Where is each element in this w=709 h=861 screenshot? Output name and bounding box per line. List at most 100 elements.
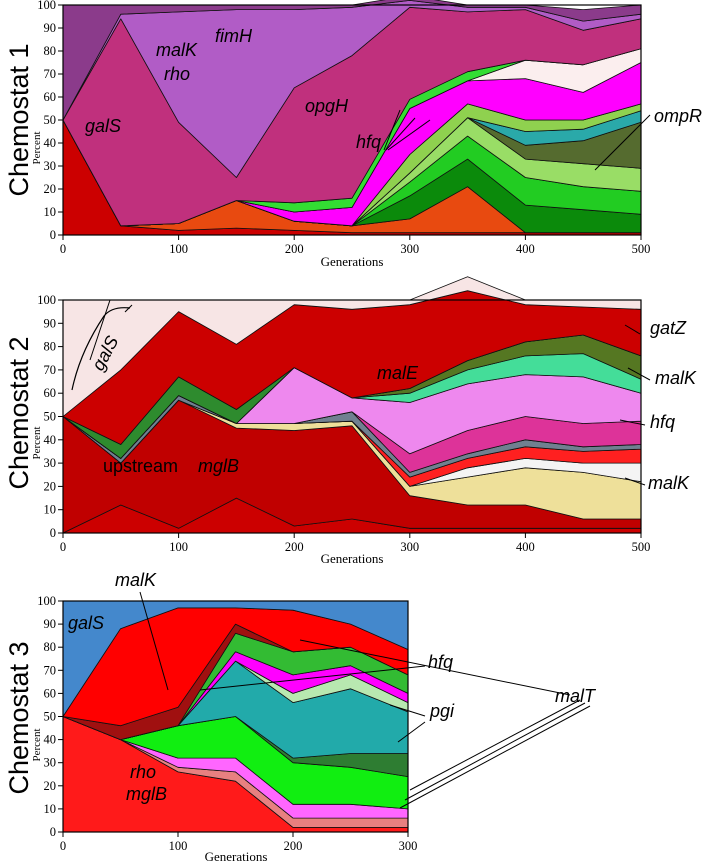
annotation-galS-3: galS	[68, 613, 104, 633]
annotation-opgH: opgH	[305, 96, 349, 116]
y-tick-label-2-30: 30	[44, 456, 57, 470]
y-tick-label-3-40: 40	[44, 733, 57, 747]
y-tick-label-3-0: 0	[50, 825, 56, 839]
leader-line-6	[124, 304, 133, 313]
y-tick-label-1-40: 40	[44, 136, 57, 150]
x-axis-label-1: Generations	[321, 254, 384, 269]
x-axis-label-3: Generations	[205, 849, 268, 861]
leader-line-11	[139, 591, 169, 691]
y-tick-label-1-100: 100	[37, 0, 56, 12]
leader-line-8	[627, 367, 651, 381]
leader-line-14	[397, 721, 426, 743]
annotation-rho-3: rho	[130, 762, 156, 782]
panel-title-3: Chemostat 3	[4, 641, 34, 794]
annotation-malK-lower: malK	[648, 473, 690, 493]
leader-line-18	[299, 639, 571, 696]
leader-line-5	[89, 299, 111, 361]
x-tick-label-1-0: 0	[60, 242, 66, 256]
annotation-mglB-3: mglB	[126, 784, 167, 804]
y-tick-label-1-80: 80	[44, 44, 57, 58]
y-tick-label-2-70: 70	[44, 363, 57, 377]
leader-line-16	[404, 702, 586, 801]
axes-2: 0 10 20 30 40 50 60 70 80 90 100 0 100 200 300 400 500	[37, 293, 650, 554]
y-tick-label-1-60: 60	[44, 90, 57, 104]
y-tick-label-1-30: 30	[44, 159, 57, 173]
annotation-pgi: pgi	[429, 701, 455, 721]
annotation-malK-upper: malK	[655, 368, 697, 388]
annotation-galS: galS	[85, 116, 121, 136]
leader-line-10	[624, 477, 646, 486]
y-tick-label-3-20: 20	[44, 779, 57, 793]
y-tick-label-2-80: 80	[44, 340, 57, 354]
y-tick-label-2-100: 100	[37, 293, 56, 307]
panel-title-2: Chemostat 2	[4, 336, 34, 489]
x-tick-label-3-200: 200	[284, 839, 303, 853]
annotation-malE: malE	[377, 363, 419, 383]
annotation-malK-3: malK	[115, 570, 157, 590]
x-tick-label-2-300: 300	[400, 540, 419, 554]
x-tick-label-1-200: 200	[285, 242, 304, 256]
y-tick-label-3-80: 80	[44, 640, 57, 654]
annotation-mglB: mglB	[198, 456, 239, 476]
axes-1: 0 10 20 30 40 50 60 70 80 90 100 0 100 200 300 400 500	[37, 0, 650, 256]
y-tick-label-1-70: 70	[44, 67, 57, 81]
leader-line-7	[624, 324, 641, 335]
x-tick-label-2-200: 200	[285, 540, 304, 554]
y-tick-label-3-100: 100	[37, 594, 56, 608]
chart-lines-3	[139, 591, 591, 809]
y-tick-label-3-70: 70	[44, 663, 57, 677]
annotation-upstream: upstream	[103, 456, 178, 476]
chart-layers-2	[62, 276, 642, 534]
y-tick-label-3-10: 10	[44, 802, 57, 816]
y-tick-label-3-30: 30	[44, 756, 57, 770]
x-tick-label-1-300: 300	[400, 242, 419, 256]
annotation-hfq: hfq	[356, 132, 381, 152]
y-tick-label-1-20: 20	[44, 182, 57, 196]
y-tick-label-1-0: 0	[50, 228, 56, 242]
y-tick-label-2-50: 50	[44, 410, 57, 424]
x-axis-label-2: Generations	[321, 551, 384, 566]
y-tick-label-2-60: 60	[44, 386, 57, 400]
y-tick-label-1-90: 90	[44, 21, 57, 35]
y-tick-label-3-50: 50	[44, 710, 57, 724]
x-tick-label-2-0: 0	[60, 540, 66, 554]
x-tick-label-3-300: 300	[399, 839, 418, 853]
y-tick-label-1-10: 10	[44, 205, 57, 219]
y-tick-label-1-50: 50	[44, 113, 57, 127]
y-tick-label-2-10: 10	[44, 503, 57, 517]
chemostat-3-panel: Chemostat 3 Percent 0 10 20 30 40 50 60 70 80 90 1…	[4, 570, 597, 861]
leader-line-2	[383, 109, 401, 151]
x-tick-label-1-500: 500	[632, 242, 651, 256]
annotation-malK: malK	[156, 40, 198, 60]
x-tick-label-2-100: 100	[169, 540, 188, 554]
panel-title-1: Chemostat 1	[4, 43, 34, 196]
y-tick-label-3-90: 90	[44, 617, 57, 631]
annotation-ompR: ompR	[654, 106, 702, 126]
x-tick-label-3-100: 100	[169, 839, 188, 853]
leader-line-4	[387, 119, 431, 151]
chemostat-1-panel: Chemostat 1 Percent 0 10 20 30 40 50 60 70 80 90 1…	[4, 0, 702, 269]
y-axis-label-1: Percent	[31, 132, 43, 165]
y-tick-label-2-40: 40	[44, 433, 57, 447]
x-tick-label-2-400: 400	[516, 540, 535, 554]
chart-layers-3	[62, 600, 409, 833]
y-axis-label-2: Percent	[31, 427, 43, 460]
annotation-hfq-3: hfq	[428, 652, 453, 672]
y-tick-label-2-0: 0	[50, 526, 56, 540]
leader-line-15	[409, 699, 581, 791]
x-tick-label-2-500: 500	[632, 540, 651, 554]
y-tick-label-3-60: 60	[44, 686, 57, 700]
annotation-malT: malT	[555, 686, 597, 706]
y-tick-label-2-90: 90	[44, 316, 57, 330]
galS-brace	[71, 307, 131, 391]
leader-line-3	[385, 117, 416, 151]
y-axis-label-3: Percent	[31, 729, 43, 762]
x-tick-label-1-400: 400	[516, 242, 535, 256]
chart-layers-1	[62, 0, 642, 236]
axes-3: 0 10 20 30 40 50 60 70 80 90 100 0 100 200 300	[37, 594, 417, 853]
x-tick-label-1-100: 100	[169, 242, 188, 256]
annotation-gatZ: gatZ	[650, 318, 687, 338]
y-tick-label-2-20: 20	[44, 479, 57, 493]
annotation-rho: rho	[164, 64, 190, 84]
